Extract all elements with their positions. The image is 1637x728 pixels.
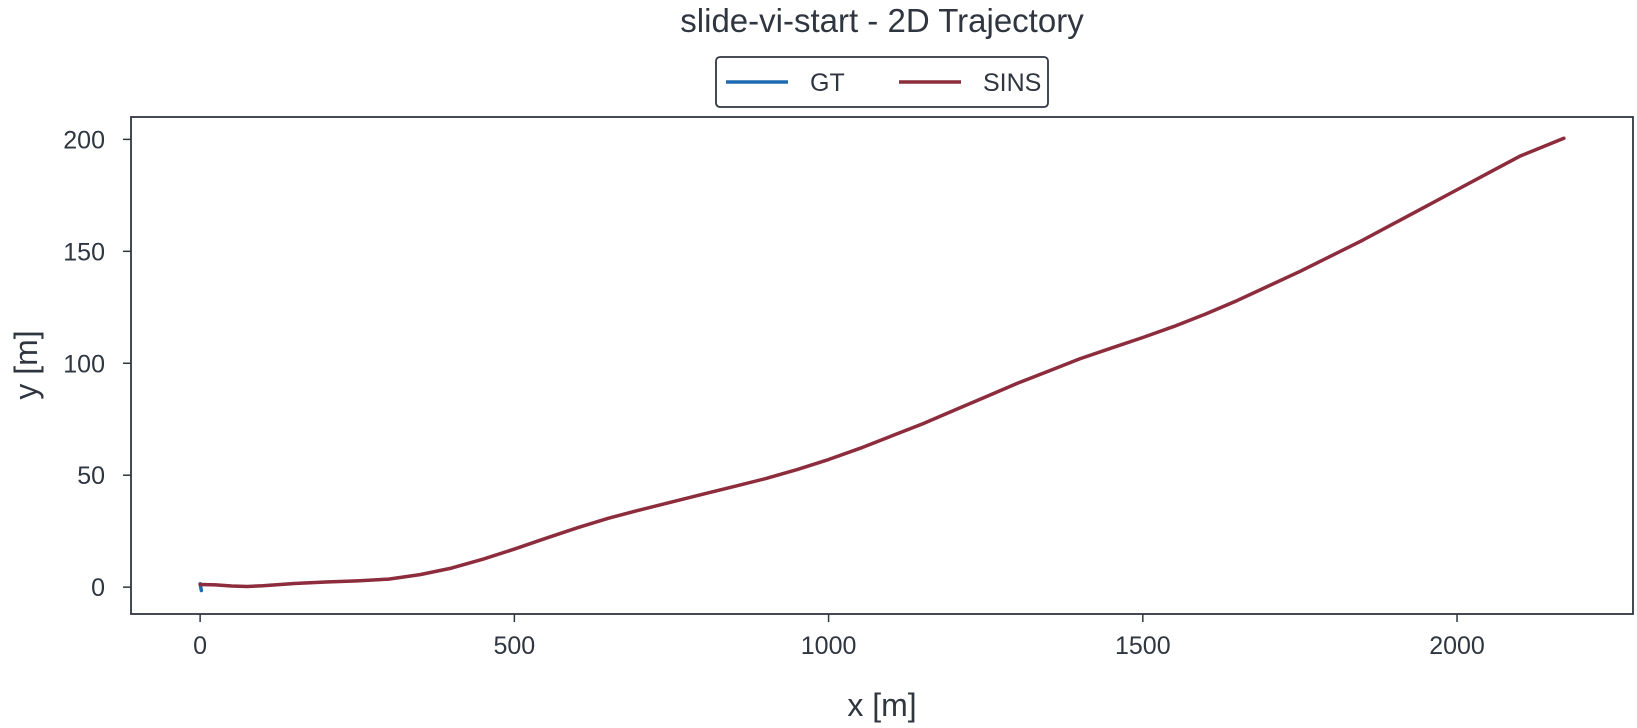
x-tick-label: 2000 (1429, 632, 1485, 660)
x-tick-label: 500 (493, 632, 535, 660)
y-tick-label: 150 (63, 238, 105, 266)
x-axis: 0 500 1000 1500 2000 (193, 614, 1485, 660)
series-layer (198, 136, 1566, 593)
y-tick-label: 100 (63, 350, 105, 378)
x-tick-label: 1500 (1115, 632, 1171, 660)
plot-area (130, 116, 1634, 615)
y-axis: 0 50 100 150 200 (63, 126, 131, 602)
chart-title: slide-vi-start - 2D Trajectory (680, 2, 1084, 39)
y-axis-label: y [m] (8, 330, 44, 399)
series-line-sins (198, 136, 1566, 589)
legend-box (715, 56, 1049, 108)
x-tick-label: 0 (193, 632, 207, 660)
y-tick-label: 50 (77, 462, 105, 490)
y-tick-label: 0 (91, 574, 105, 602)
y-tick-label: 200 (63, 126, 105, 154)
x-axis-label: x [m] (847, 687, 916, 723)
legend-label-gt: GT (810, 69, 845, 97)
legend-label-sins: SINS (983, 69, 1041, 97)
x-tick-label: 1000 (801, 632, 857, 660)
legend: GT SINS (715, 56, 1049, 108)
